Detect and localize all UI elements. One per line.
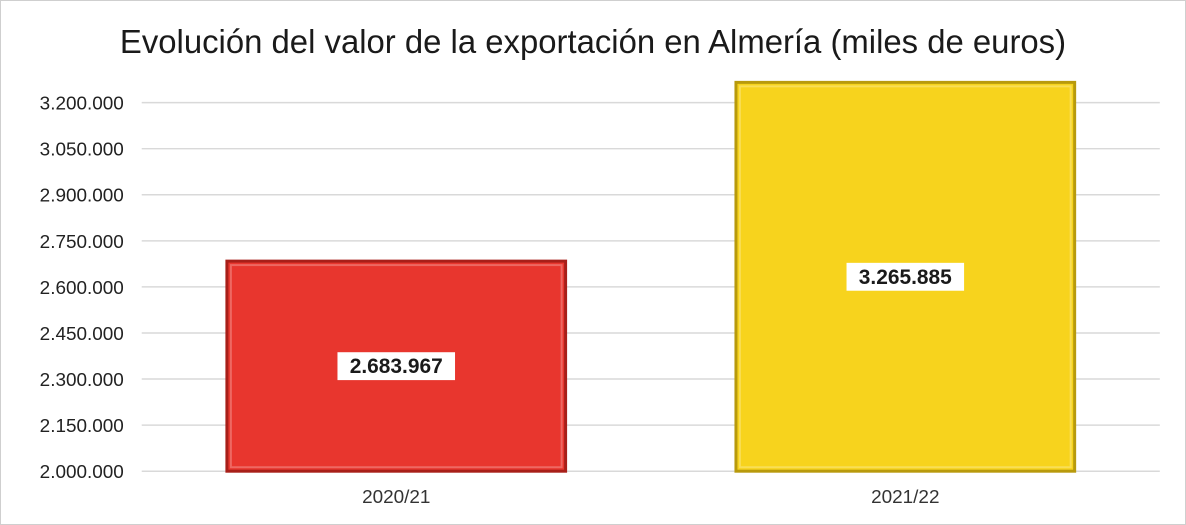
- data-labels: 2.683.967 3.265.885: [337, 262, 965, 381]
- bar-highlight: [738, 85, 1072, 469]
- y-tick-label: 3.050.000: [40, 140, 124, 161]
- data-label-box: [337, 352, 456, 381]
- y-tick-label: 2.000.000: [40, 462, 124, 483]
- bar-highlight: [229, 264, 563, 469]
- y-tick-label: 2.600.000: [40, 278, 124, 299]
- y-tick-label: 2.150.000: [40, 416, 124, 437]
- y-tick-label: 2.750.000: [40, 232, 124, 253]
- y-tick-label: 2.900.000: [40, 186, 124, 207]
- data-label-box: [846, 262, 965, 291]
- x-category-label: 2020/21: [362, 487, 430, 508]
- bar: [225, 259, 568, 473]
- y-tick-label: 2.450.000: [40, 324, 124, 345]
- x-category-label: 2021/22: [871, 487, 939, 508]
- x-axis-categories: 2020/21 2021/22: [362, 487, 939, 508]
- y-axis-ticks: 2.000.000 2.150.000 2.300.000 2.450.000 2.60…: [40, 94, 124, 484]
- y-tick-label: 3.200.000: [40, 94, 124, 115]
- y-tick-label: 2.300.000: [40, 370, 124, 391]
- chart-title: Evolución del valor de la exportación en…: [120, 23, 1066, 60]
- data-label: 2.683.967: [350, 355, 443, 378]
- data-label: 3.265.885: [859, 266, 952, 289]
